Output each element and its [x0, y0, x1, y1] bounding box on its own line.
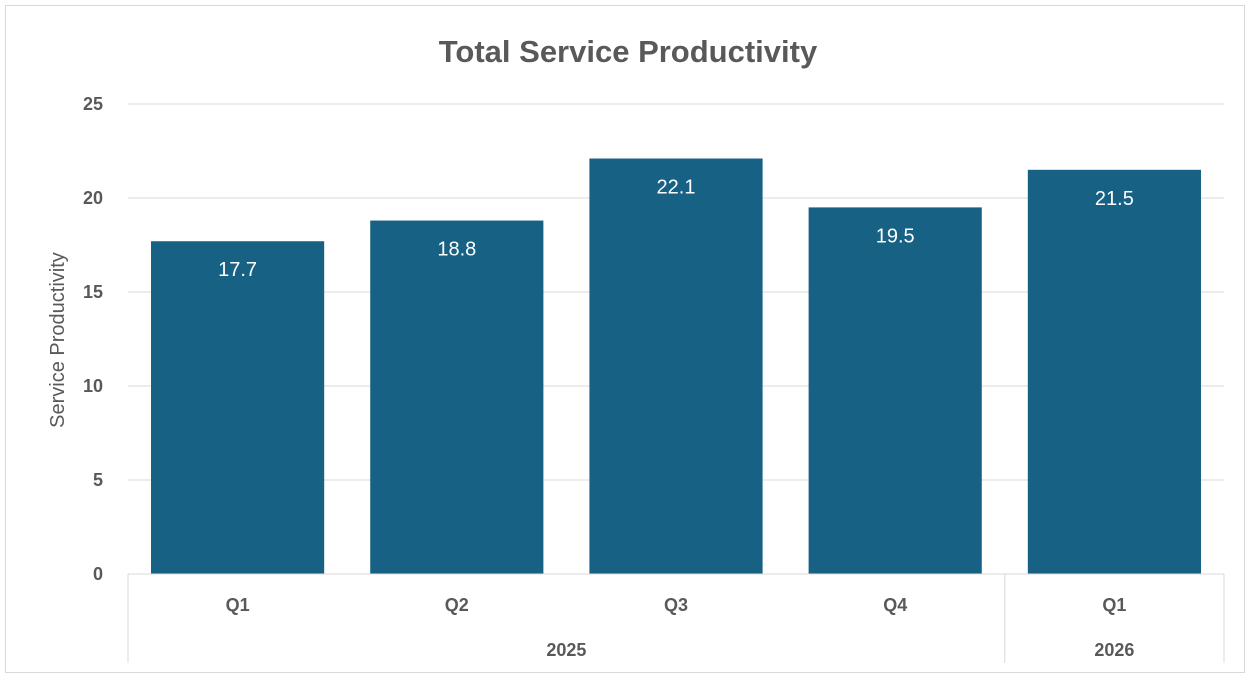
data-label: 19.5: [876, 225, 915, 247]
x-group-label: 2025: [546, 640, 586, 660]
x-tick-label: Q1: [1102, 595, 1126, 615]
x-tick-label: Q4: [883, 595, 907, 615]
bar: [1027, 169, 1201, 575]
y-tick-label: 0: [93, 564, 103, 584]
data-label: 17.7: [218, 259, 257, 281]
chart-title: Total Service Productivity: [439, 34, 818, 69]
y-tick-label: 20: [83, 188, 103, 208]
bar: [370, 220, 544, 574]
data-label: 18.8: [437, 239, 476, 261]
x-tick-label: Q2: [445, 595, 469, 615]
x-group-label: 2026: [1094, 640, 1134, 660]
bar: [151, 241, 325, 575]
y-tick-label: 25: [83, 94, 103, 114]
bar: [589, 158, 763, 574]
x-tick-label: Q1: [226, 595, 250, 615]
y-tick-label: 15: [83, 282, 103, 302]
y-tick-label: 5: [93, 470, 103, 490]
data-label: 22.1: [657, 177, 696, 199]
x-tick-label: Q3: [664, 595, 688, 615]
data-label: 21.5: [1095, 188, 1134, 210]
bar: [808, 207, 982, 574]
y-tick-label: 10: [83, 376, 103, 396]
y-axis-label: Service Productivity: [47, 252, 69, 428]
